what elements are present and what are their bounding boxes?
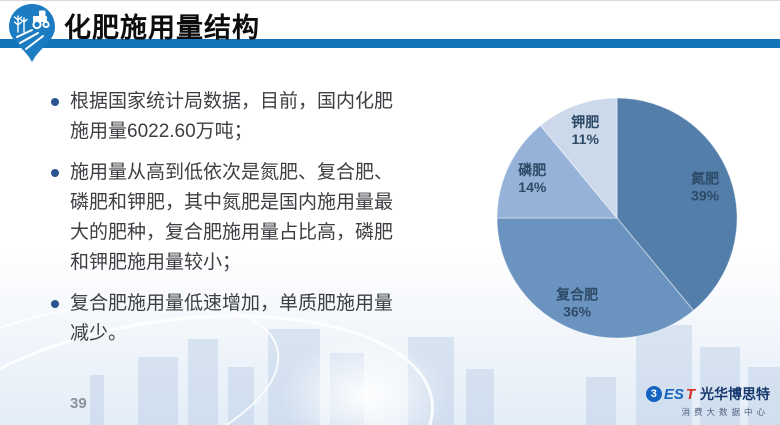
pie-slice-磷肥	[496, 124, 619, 219]
brand-letter-accent: T	[685, 385, 695, 403]
page-number: 39	[70, 395, 87, 412]
pie-slice-钾肥	[539, 97, 618, 220]
brand-tagline: 消费大数据中心	[681, 407, 769, 417]
brand-circle-b-icon: 3	[645, 386, 662, 402]
brand-logo-row: 3 ES T 光华博思特	[645, 384, 770, 404]
building	[700, 347, 740, 425]
building	[228, 367, 254, 425]
pie-label-磷肥: 磷肥 14%	[518, 162, 547, 195]
tractor-icon	[32, 10, 50, 30]
building	[90, 375, 104, 425]
building	[748, 367, 780, 425]
field-rows-icon	[16, 29, 44, 50]
brand-name: 光华博思特	[700, 386, 770, 402]
wheat-icon	[13, 15, 28, 33]
building	[188, 339, 218, 425]
pie-slice-复合肥	[496, 217, 695, 339]
bullet-item: 根据国家统计局数据，目前，国内化肥施用量6022.60万吨；	[48, 87, 400, 147]
pie-label-钾肥: 钾肥 11%	[571, 114, 599, 147]
city-skyline-graphic	[0, 320, 780, 425]
title-underline-bar	[0, 39, 780, 48]
building	[466, 369, 494, 425]
building	[138, 357, 178, 425]
bullet-list: 根据国家统计局数据，目前，国内化肥施用量6022.60万吨； 施用量从高到低依次…	[48, 87, 400, 360]
brand-logo: 3 ES T 光华博思特 消费大数据中心	[645, 384, 770, 418]
pie-chart-svg: 氮肥 39% 复合肥 36% 磷肥 14% 钾肥 11%	[496, 97, 738, 339]
pie-label-氮肥: 氮肥 39%	[690, 170, 720, 203]
bullet-item: 施用量从高到低依次是氮肥、复合肥、磷肥和钾肥，其中氮肥是国内施用量最大的肥种，复…	[48, 158, 400, 278]
pie-slice-氮肥	[616, 97, 738, 312]
fertilizer-share-pie-chart: 氮肥 39% 复合肥 36% 磷肥 14% 钾肥 11%	[472, 91, 764, 353]
building	[636, 325, 692, 425]
page-title: 化肥施用量结构	[64, 13, 260, 43]
bullet-item: 复合肥施用量低速增加，单质肥施用量减少。	[48, 289, 400, 349]
building	[586, 377, 616, 425]
brand-letters: ES	[663, 385, 684, 403]
agriculture-location-pin-icon	[8, 3, 56, 63]
light-glow	[280, 335, 450, 425]
pie-label-复合肥: 复合肥 36%	[555, 287, 598, 320]
